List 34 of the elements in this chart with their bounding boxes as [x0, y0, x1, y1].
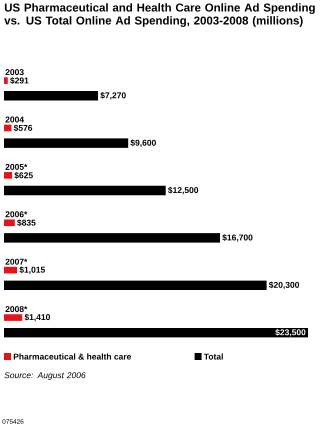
- bar: [4, 328, 308, 338]
- y-tick-label: 2008*: [5, 306, 28, 312]
- y-tick-label: 2004: [5, 116, 24, 123]
- data-label: $12,500: [168, 186, 198, 194]
- bar: [4, 266, 18, 274]
- bar: [4, 314, 22, 321]
- bar: [4, 186, 166, 196]
- bar: [4, 77, 8, 84]
- data-label: $1,015: [19, 266, 45, 274]
- data-label: $7,270: [100, 92, 126, 100]
- bar: [4, 280, 267, 290]
- bar: [4, 124, 12, 132]
- data-label: $20,300: [268, 282, 300, 290]
- chart-title: US Pharmaceutical and Health Care Online Ad Spending vs. US Total Online Ad Spending, 2003-2008 (millions): [4, 3, 315, 27]
- data-label: $23,500: [275, 328, 306, 336]
- data-label: $625: [14, 172, 33, 179]
- legend-label: Pharmaceutical & health care: [14, 353, 132, 360]
- data-label: $1,410: [24, 314, 50, 322]
- y-tick-label: 2006*: [5, 211, 28, 218]
- y-tick-label: 2005*: [5, 164, 28, 170]
- legend-label: Total: [204, 353, 223, 360]
- data-label: $576: [14, 124, 32, 132]
- data-label: $291: [10, 77, 29, 84]
- bar: [4, 91, 98, 100]
- bar: [4, 233, 220, 243]
- y-tick-label: 2007*: [5, 258, 28, 265]
- bar: [4, 219, 15, 226]
- data-label: $9,600: [130, 139, 156, 147]
- bar: [4, 138, 128, 148]
- source-note: Source: August 2006: [4, 372, 86, 380]
- data-label: $835: [17, 219, 36, 226]
- data-label: $16,700: [222, 234, 252, 242]
- y-tick-label: 2003: [5, 69, 24, 76]
- bar: [4, 172, 12, 179]
